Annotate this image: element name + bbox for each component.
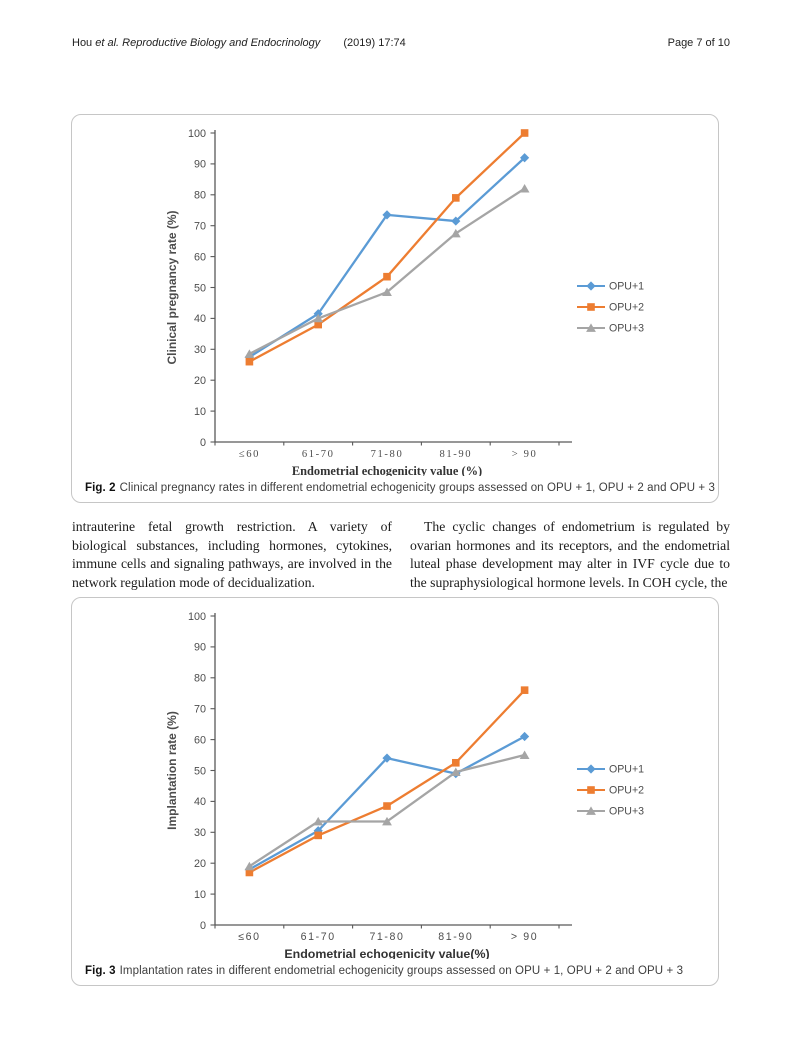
svg-text:90: 90 — [194, 159, 206, 171]
body-text-right-column: The cyclic changes of endometrium is reg… — [410, 518, 730, 592]
paragraph-right: The cyclic changes of endometrium is reg… — [410, 519, 730, 590]
svg-text:61-70: 61-70 — [302, 449, 335, 460]
svg-text:OPU+1: OPU+1 — [609, 281, 644, 293]
svg-text:81-90: 81-90 — [439, 449, 472, 460]
svg-text:20: 20 — [194, 858, 206, 870]
line-chart-svg: 0 10 20 30 40 50 60 70 80 90 100 ≤60 61-70 71-80 81-90… — [165, 128, 644, 478]
svg-text:≤60: ≤60 — [239, 449, 260, 460]
fig2-caption: Fig. 2 Clinical pregnancy rates in differ… — [85, 482, 715, 494]
fig2-line-chart: 0 10 20 30 40 50 60 70 80 90 100 ≤60 61-70 71-80 81-90… — [72, 118, 718, 478]
fig3-line-chart: 0 10 20 30 40 50 60 70 80 90 100 ≤60 61-70 71-80 81-90… — [72, 601, 718, 961]
svg-text:60: 60 — [194, 734, 206, 746]
svg-text:OPU+2: OPU+2 — [609, 785, 644, 797]
figure-3-box: 0 10 20 30 40 50 60 70 80 90 100 ≤60 61-70 71-80 81-90… — [71, 597, 719, 986]
header-citation: Hou et al. Reproductive Biology and Endo… — [72, 37, 406, 49]
svg-text:OPU+2: OPU+2 — [609, 302, 644, 314]
svg-text:OPU+3: OPU+3 — [609, 806, 644, 818]
svg-text:40: 40 — [194, 796, 206, 808]
body-text-left-column: intrauterine fetal growth restriction. A… — [72, 518, 392, 592]
svg-text:80: 80 — [194, 190, 206, 202]
svg-text:Implantation rate (%): Implantation rate (%) — [165, 711, 179, 830]
svg-text:Clinical pregnancy rate (%): Clinical pregnancy rate (%) — [165, 210, 179, 364]
svg-text:Endometrial echogenicity value: Endometrial echogenicity value(%) — [284, 947, 489, 959]
svg-text:Endometrial echogenicity valu: Endometrial echogenicity value (%) — [292, 464, 482, 476]
fig2-caption-text: Clinical pregnancy rates in different en… — [119, 482, 716, 494]
figure-2-box: 0 10 20 30 40 50 60 70 80 90 100 ≤60 61-70 71-80 81-90… — [71, 114, 719, 503]
paragraph-left: intrauterine fetal growth restriction. A… — [72, 519, 392, 590]
svg-text:30: 30 — [194, 344, 206, 356]
svg-text:100: 100 — [188, 611, 206, 623]
fig3-caption-label: Fig. 3 — [85, 965, 116, 977]
header-issue: (2019) 17:74 — [343, 37, 406, 49]
svg-text:> 90: > 90 — [511, 931, 538, 943]
fig3-caption: Fig. 3 Implantation rates in different en… — [85, 965, 683, 977]
svg-text:60: 60 — [194, 251, 206, 263]
svg-text:≤60: ≤60 — [238, 931, 260, 943]
svg-text:80: 80 — [194, 673, 206, 685]
svg-text:50: 50 — [194, 282, 206, 294]
svg-text:71-80: 71-80 — [371, 449, 404, 460]
svg-text:71-80: 71-80 — [369, 931, 404, 943]
svg-text:50: 50 — [194, 765, 206, 777]
svg-text:10: 10 — [194, 889, 206, 901]
page-header: Hou et al. Reproductive Biology and Endo… — [72, 37, 730, 49]
svg-text:OPU+3: OPU+3 — [609, 323, 644, 335]
svg-text:0: 0 — [200, 920, 206, 932]
svg-text:61-70: 61-70 — [301, 931, 336, 943]
svg-text:0: 0 — [200, 437, 206, 449]
svg-text:20: 20 — [194, 375, 206, 387]
svg-text:OPU+1: OPU+1 — [609, 764, 644, 776]
svg-text:70: 70 — [194, 704, 206, 716]
svg-text:10: 10 — [194, 406, 206, 418]
svg-text:> 90: > 90 — [512, 449, 538, 460]
body-text-columns: intrauterine fetal growth restriction. A… — [72, 518, 730, 592]
svg-text:81-90: 81-90 — [438, 931, 473, 943]
header-journal-title: Reproductive Biology and Endocrinology — [122, 37, 321, 49]
svg-text:100: 100 — [188, 128, 206, 140]
line-chart-svg: 0 10 20 30 40 50 60 70 80 90 100 ≤60 61-70 71-80 81-90… — [165, 611, 644, 961]
svg-text:40: 40 — [194, 313, 206, 325]
fig2-caption-label: Fig. 2 — [85, 482, 116, 494]
header-author: Hou — [72, 37, 93, 49]
svg-text:90: 90 — [194, 642, 206, 654]
fig3-caption-text: Implantation rates in different endometr… — [119, 965, 684, 977]
svg-text:70: 70 — [194, 221, 206, 233]
svg-text:30: 30 — [194, 827, 206, 839]
header-etal: et al. — [95, 37, 120, 49]
header-page-number: Page 7 of 10 — [667, 37, 730, 49]
